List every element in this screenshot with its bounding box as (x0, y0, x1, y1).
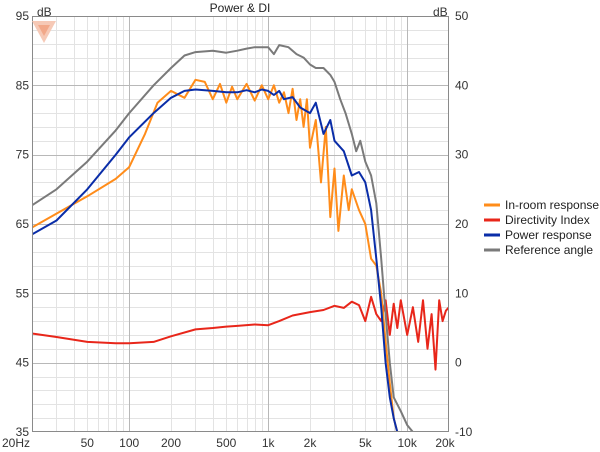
x-tick-label: 2k (304, 436, 318, 450)
right-y-tick-label: 40 (455, 78, 469, 92)
x-tick-label: 10k (397, 436, 417, 450)
legend-label: Directivity Index (505, 213, 590, 227)
left-y-tick-label: 35 (16, 425, 30, 439)
x-tick-label: 200 (161, 436, 181, 450)
right-y-tick-label: 0 (455, 356, 462, 370)
logo-icon (32, 21, 56, 43)
x-tick-label: 20Hz (2, 436, 30, 450)
right-y-tick-label: 50 (455, 9, 469, 23)
right-axis-unit: dB (433, 5, 448, 19)
left-axis-unit: dB (37, 5, 52, 19)
left-y-tick-label: 85 (16, 78, 30, 92)
left-y-tick-label: 55 (16, 286, 30, 300)
left-y-tick-label: 45 (16, 356, 30, 370)
series-layer (32, 44, 449, 432)
left-y-tick-label: 65 (16, 217, 30, 231)
x-tick-label: 20k (435, 436, 455, 450)
legend-label: In-room response (505, 198, 599, 212)
series-line-reference-angle (32, 44, 414, 432)
series-line-directivity-index (32, 295, 449, 371)
right-y-tick-label: -10 (455, 425, 473, 439)
right-y-tick-label: 20 (455, 217, 469, 231)
plot-frame (32, 16, 449, 432)
left-y-tick-label: 75 (16, 148, 30, 162)
x-tick-label: 50 (81, 436, 95, 450)
right-y-tick-label: 10 (455, 286, 469, 300)
left-y-tick-label: 95 (16, 9, 30, 23)
chart-title: Power & DI (210, 1, 271, 15)
series-line-power-response (32, 88, 399, 432)
legend-label: Power response (505, 228, 592, 242)
x-tick-label: 100 (119, 436, 139, 450)
x-tick-label: 1k (262, 436, 276, 450)
x-tick-label: 5k (359, 436, 373, 450)
series-line-in-room-response (32, 78, 399, 432)
x-tick-label: 500 (216, 436, 236, 450)
grid-major (32, 16, 449, 432)
left-axis-ticks: 95 85 75 65 55 45 35 (16, 9, 30, 439)
right-y-tick-label: 30 (455, 148, 469, 162)
legend-label: Reference angle (505, 243, 593, 257)
x-axis-ticks: 20Hz 50 100 200 500 1k 2k 5k 10k 20k (2, 436, 456, 450)
right-axis-ticks: 50 40 30 20 10 0 -10 (455, 9, 473, 439)
